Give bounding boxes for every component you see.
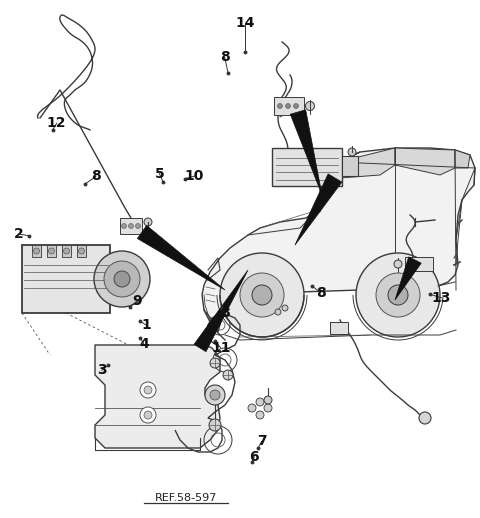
Text: 7: 7 [257,434,266,449]
FancyBboxPatch shape [120,218,142,234]
Text: 14: 14 [235,16,254,31]
Circle shape [104,261,140,297]
Circle shape [129,223,133,228]
Polygon shape [194,270,248,352]
Circle shape [140,382,156,398]
Text: 4: 4 [139,337,149,352]
FancyBboxPatch shape [405,257,433,271]
Polygon shape [455,150,470,168]
Circle shape [264,396,272,404]
Circle shape [205,385,225,405]
Circle shape [305,102,314,110]
Text: 8: 8 [316,285,325,300]
Circle shape [240,273,284,317]
FancyBboxPatch shape [342,156,358,176]
Text: 2: 2 [14,227,24,241]
Circle shape [356,253,440,337]
Text: 10: 10 [185,169,204,183]
Polygon shape [318,152,360,210]
Circle shape [264,404,272,412]
Text: 3: 3 [97,363,107,378]
Polygon shape [290,110,322,195]
Circle shape [144,411,152,419]
Circle shape [220,253,304,337]
Polygon shape [338,148,395,178]
Circle shape [140,407,156,423]
Circle shape [348,148,356,156]
Circle shape [252,285,272,305]
Polygon shape [395,148,455,175]
FancyBboxPatch shape [32,245,41,257]
FancyBboxPatch shape [47,245,56,257]
FancyBboxPatch shape [272,148,342,186]
Polygon shape [395,257,421,300]
Circle shape [248,404,256,412]
Text: 6: 6 [250,450,259,464]
Text: 8: 8 [220,50,229,64]
Polygon shape [295,174,342,245]
Circle shape [121,223,127,228]
Text: 1: 1 [142,318,151,333]
FancyBboxPatch shape [22,245,110,313]
Polygon shape [202,148,475,332]
Circle shape [275,309,281,315]
Circle shape [209,419,221,431]
Circle shape [256,411,264,419]
Circle shape [394,260,402,268]
Circle shape [144,386,152,394]
Text: 9: 9 [132,294,142,309]
FancyBboxPatch shape [62,245,71,257]
Circle shape [282,305,288,311]
Text: 12: 12 [47,116,66,131]
Circle shape [256,398,264,406]
Circle shape [210,390,220,400]
Text: 11: 11 [211,341,230,355]
Circle shape [144,218,152,226]
FancyBboxPatch shape [274,97,304,115]
Circle shape [79,248,84,254]
Circle shape [63,248,70,254]
Circle shape [48,248,55,254]
Circle shape [376,273,420,317]
Circle shape [210,358,220,368]
Circle shape [277,104,283,108]
Circle shape [419,412,431,424]
FancyBboxPatch shape [330,322,348,334]
Text: REF.58-597: REF.58-597 [155,493,217,503]
Circle shape [293,104,299,108]
Circle shape [94,251,150,307]
Circle shape [388,285,408,305]
Circle shape [34,248,39,254]
Text: 8: 8 [91,169,101,183]
Circle shape [114,271,130,287]
Text: 5: 5 [155,166,164,181]
Polygon shape [95,345,220,448]
Text: 8: 8 [220,306,229,321]
Polygon shape [137,225,225,290]
Circle shape [135,223,141,228]
Circle shape [223,370,233,380]
Text: 13: 13 [432,291,451,305]
Circle shape [286,104,290,108]
FancyBboxPatch shape [77,245,86,257]
